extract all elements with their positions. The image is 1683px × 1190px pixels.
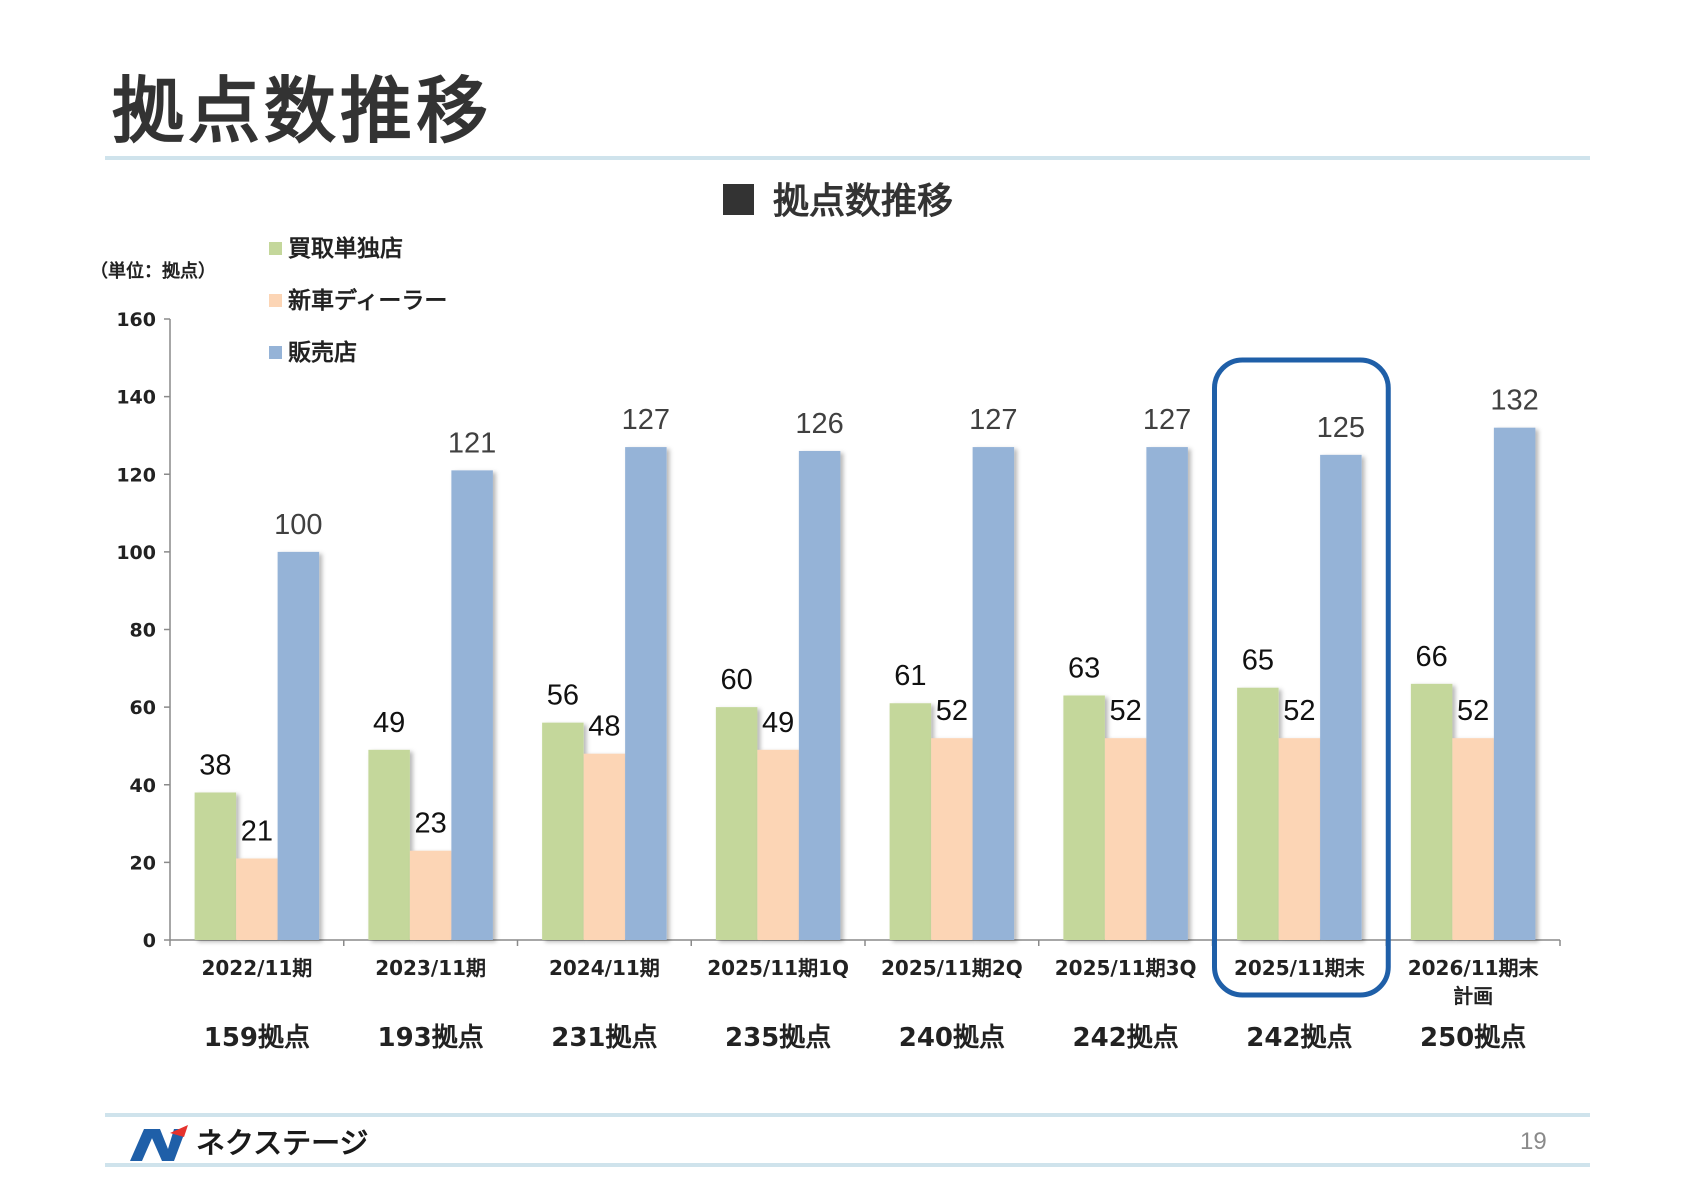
bar-hanbai	[1320, 454, 1362, 940]
chart-title: 拠点数推移	[773, 181, 953, 222]
data-label: 56	[547, 680, 579, 712]
data-label: 48	[588, 711, 620, 743]
x-tick-label: 2023/11期	[375, 956, 486, 980]
x-tick-label: 計画	[1453, 984, 1493, 1008]
data-label: 127	[969, 404, 1017, 436]
bar-dealer	[1452, 738, 1494, 940]
y-tick-label: 160	[116, 309, 156, 331]
data-label: 52	[1283, 695, 1315, 727]
bar-dealer	[757, 749, 799, 940]
logo-text: ネクステージ	[196, 1126, 369, 1160]
highlight-box	[1212, 357, 1391, 998]
legend-label: 販売店	[288, 340, 357, 366]
data-label: 100	[274, 509, 322, 541]
bar-hanbai	[1146, 447, 1188, 940]
data-label: 63	[1068, 652, 1100, 684]
total-label: 231拠点	[551, 1022, 657, 1053]
y-tick-label: 100	[116, 542, 156, 564]
x-tick-label: 2026/11期末	[1408, 956, 1540, 980]
y-tick-label: 120	[116, 464, 156, 486]
company-logo: ネクステージ	[130, 1125, 369, 1161]
legend-swatch	[269, 346, 282, 359]
y-tick-label: 40	[130, 775, 156, 797]
x-tick-label: 2025/11期末	[1234, 956, 1366, 980]
bar-dealer	[1104, 738, 1147, 940]
data-label: 49	[762, 707, 794, 739]
x-tick-label: 2022/11期	[201, 956, 312, 980]
data-label: 66	[1415, 641, 1447, 673]
bar-hanbai	[1493, 427, 1536, 940]
data-label: 52	[1457, 695, 1489, 727]
y-tick-label: 140	[116, 387, 156, 409]
bar-hanbai	[625, 447, 667, 940]
y-tick-label: 60	[130, 697, 156, 719]
total-label: 242拠点	[1246, 1022, 1352, 1053]
data-label: 52	[936, 695, 968, 727]
page-title: 拠点数推移	[112, 69, 493, 153]
legend-label: 新車ディーラー	[288, 287, 447, 314]
data-label: 38	[199, 750, 231, 782]
y-tick-label: 0	[143, 930, 156, 952]
bar-dealer	[409, 850, 452, 940]
bar-kaitori	[1410, 683, 1453, 940]
x-tick-label: 2025/11期3Q	[1055, 956, 1197, 980]
unit-label: （単位：拠点）	[90, 260, 216, 282]
bar-dealer	[236, 858, 278, 940]
bar-kaitori	[194, 792, 237, 940]
x-tick-label: 2025/11期2Q	[881, 956, 1023, 980]
total-label: 235拠点	[725, 1022, 831, 1053]
chart-title-marker	[723, 184, 754, 215]
legend-swatch	[269, 242, 282, 255]
total-label: 240拠点	[899, 1022, 1005, 1053]
bar-hanbai	[798, 450, 841, 940]
page-number: 19	[1520, 1128, 1547, 1155]
bar-kaitori	[1237, 687, 1279, 940]
data-label: 61	[894, 660, 926, 692]
legend-label: 買取単独店	[288, 235, 403, 262]
bar-kaitori	[889, 703, 932, 940]
total-label: 159拠点	[204, 1022, 310, 1053]
data-label: 127	[622, 404, 670, 436]
total-label: 250拠点	[1420, 1022, 1526, 1053]
footer-divider-bottom	[105, 1163, 1590, 1167]
y-tick-label: 20	[130, 852, 156, 874]
bar-dealer	[583, 753, 626, 940]
bar-hanbai	[277, 551, 320, 940]
data-label: 52	[1109, 695, 1141, 727]
legend-swatch	[269, 294, 282, 307]
footer-divider-top	[105, 1113, 1590, 1117]
y-tick-label: 80	[130, 620, 156, 642]
data-label: 132	[1490, 385, 1538, 417]
bar-kaitori	[542, 722, 584, 940]
title-divider	[105, 156, 1590, 160]
data-label: 60	[720, 664, 752, 696]
total-label: 193拠点	[377, 1022, 483, 1053]
data-label: 125	[1317, 412, 1365, 444]
data-label: 65	[1242, 645, 1274, 677]
bar-hanbai	[972, 447, 1015, 940]
data-label: 49	[373, 707, 405, 739]
logo-mark-icon	[130, 1125, 188, 1161]
data-label: 21	[241, 815, 273, 847]
data-label: 127	[1143, 404, 1191, 436]
bar-dealer	[1278, 738, 1321, 940]
x-tick-label: 2025/11期1Q	[707, 956, 849, 980]
bar-kaitori	[368, 749, 410, 940]
bar-dealer	[931, 738, 973, 940]
bar-hanbai	[451, 470, 493, 940]
bar-kaitori	[715, 707, 758, 940]
total-label: 242拠点	[1072, 1022, 1178, 1053]
data-label: 23	[414, 808, 446, 840]
data-label: 126	[795, 408, 843, 440]
data-label: 121	[448, 427, 496, 459]
bar-kaitori	[1063, 695, 1105, 940]
x-tick-label: 2024/11期	[549, 956, 660, 980]
